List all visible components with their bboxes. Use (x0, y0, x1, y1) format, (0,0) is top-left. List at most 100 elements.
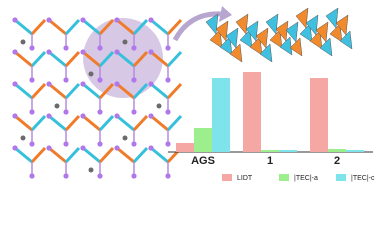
polyhedron (259, 43, 273, 63)
x-tick-label: AGS (191, 155, 215, 167)
atom (29, 141, 35, 147)
bond (150, 82, 169, 100)
polyhedron (249, 36, 263, 56)
polyhedron (245, 20, 259, 42)
bond (48, 146, 67, 164)
atom (88, 71, 94, 77)
bond (64, 146, 81, 164)
atom (63, 45, 69, 51)
bond (166, 114, 183, 132)
bond (30, 146, 47, 164)
atom (46, 49, 52, 55)
bond (64, 82, 81, 100)
bond (98, 146, 115, 164)
bond (48, 82, 67, 100)
atom (156, 103, 162, 109)
atom (12, 17, 18, 23)
polyhedron (225, 27, 239, 49)
x-tick-label: 2 (334, 155, 340, 167)
atom (114, 113, 120, 119)
polyhedron (339, 30, 353, 50)
polyhedron (325, 7, 339, 29)
legend-swatch (336, 174, 346, 181)
atom (63, 109, 69, 115)
polyhedron (319, 37, 333, 57)
bond (82, 146, 101, 164)
atom (88, 167, 94, 173)
atom (165, 77, 171, 83)
atom (131, 77, 137, 83)
atom (148, 17, 154, 23)
atom (122, 135, 128, 141)
bond (132, 50, 149, 68)
bond (150, 146, 169, 164)
bar (212, 78, 230, 152)
bond (98, 114, 115, 132)
bond (64, 114, 81, 132)
bond (150, 18, 169, 36)
atom (80, 81, 86, 87)
atom (97, 173, 103, 179)
bond (132, 114, 149, 132)
bond (82, 114, 101, 132)
bond (48, 50, 67, 68)
atom (131, 173, 137, 179)
figure: AGS 1 2 LIDT |TEC|-a |TEC|-c (12, 6, 375, 182)
bond (166, 82, 183, 100)
bond (98, 18, 115, 36)
polyhedron (279, 36, 293, 56)
atom (114, 81, 120, 87)
atom (20, 135, 26, 141)
atom (97, 77, 103, 83)
polyhedra (205, 7, 353, 63)
bar (243, 72, 261, 152)
bar (261, 150, 279, 152)
bond (14, 18, 33, 36)
bond (116, 18, 135, 36)
atom (46, 113, 52, 119)
bond (116, 82, 135, 100)
atom (165, 109, 171, 115)
legend-swatch (279, 174, 289, 181)
bond (132, 82, 149, 100)
polyhedron (315, 21, 329, 43)
atom (46, 81, 52, 87)
polyhedron (229, 43, 243, 63)
bond (64, 50, 81, 68)
legend-label: |TEC|-a (294, 175, 318, 182)
crystal-structure (12, 17, 183, 179)
atom (63, 173, 69, 179)
atom (131, 45, 137, 51)
bond (116, 146, 135, 164)
atom (12, 145, 18, 151)
atom (131, 141, 137, 147)
atom (114, 17, 120, 23)
bar (279, 150, 297, 152)
atom (12, 49, 18, 55)
atom (29, 77, 35, 83)
atom (114, 145, 120, 151)
bar (328, 149, 346, 152)
bond (116, 114, 135, 132)
atom (165, 45, 171, 51)
atom (165, 141, 171, 147)
atom (63, 141, 69, 147)
atom (97, 109, 103, 115)
atom (46, 145, 52, 151)
atom (114, 49, 120, 55)
atom (80, 49, 86, 55)
bond (48, 18, 67, 36)
atom (131, 109, 137, 115)
bond (48, 114, 67, 132)
atom (97, 141, 103, 147)
atom (148, 49, 154, 55)
polyhedron (205, 13, 219, 35)
polyhedron (299, 23, 313, 43)
legend-label: |TEC|-c (351, 175, 375, 182)
bond (30, 82, 47, 100)
polyhedron (329, 23, 343, 43)
polyhedron (309, 30, 323, 50)
polyhedron (235, 13, 249, 35)
bond (30, 50, 47, 68)
arrow-head (219, 6, 232, 22)
